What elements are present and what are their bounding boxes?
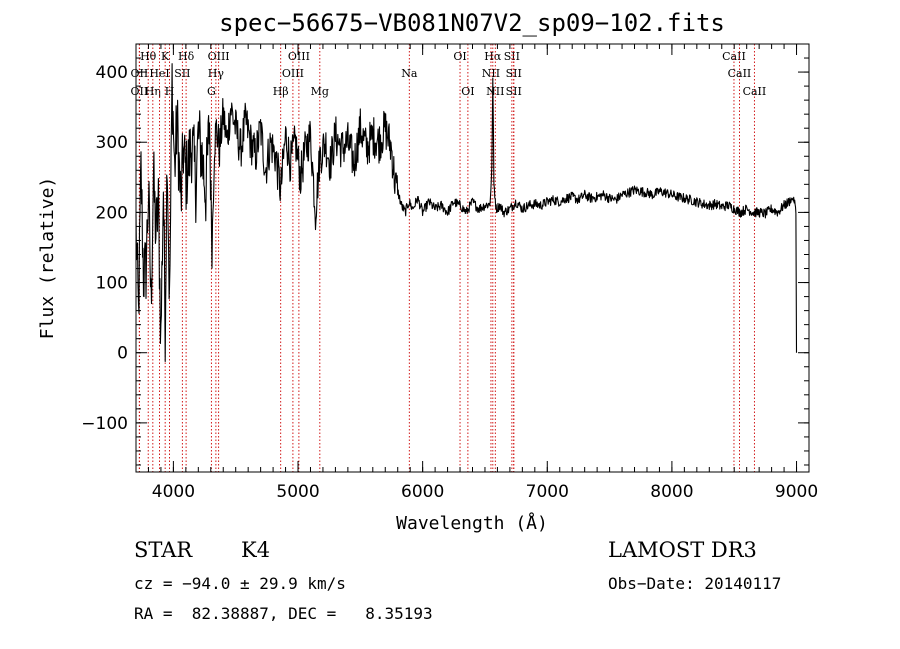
x-axis-label: Wavelength (Å)	[396, 512, 548, 534]
spectral-line-label: OI	[461, 85, 474, 98]
spectral-line-label: CaII	[722, 50, 746, 63]
spectrum-layer	[135, 63, 798, 363]
observation-date: Obs−Date: 20140117	[608, 574, 782, 593]
spectral-line-label: Mg	[311, 85, 329, 98]
axes-layer: 4000 5000 6000 7000 8000 9000 −100 0 100 200 300 40…	[81, 43, 818, 502]
coordinates: RA = 82.38887, DEC = 8.35193	[134, 604, 433, 623]
spectral-line-label: OIII	[282, 67, 304, 80]
y-tick-label: 400	[96, 63, 128, 83]
x-tick-label: 7000	[526, 482, 569, 502]
chart-title: spec−56675−VB081N07V2_sp09−102.fits	[219, 9, 725, 37]
spectral-line-label: OIII	[288, 50, 310, 63]
spectral-line-label: SII	[504, 50, 520, 63]
spectral-line-label: Hθ	[140, 50, 157, 63]
spectral-line-label: Hγ	[208, 67, 225, 80]
y-tick-label: −100	[81, 414, 128, 434]
plot-frame	[135, 43, 810, 473]
spectral-line-label: OI	[453, 50, 466, 63]
spectral-line-label: CaII	[728, 67, 752, 80]
x-tick-label: 5000	[276, 482, 319, 502]
redshift-cz: cz = −94.0 ± 29.9 km/s	[134, 574, 346, 593]
y-tick-label: 100	[96, 274, 128, 294]
spectral-line-label: OIII	[208, 50, 230, 63]
spectral-line-label: SII	[506, 85, 522, 98]
spectral-line-label: Hβ	[273, 85, 289, 98]
spectral-line-label: NII	[482, 67, 500, 80]
object-type: STAR	[134, 538, 193, 562]
spectral-line-label: Hα	[484, 50, 502, 63]
x-tick-label: 4000	[152, 482, 195, 502]
y-tick-label: 200	[96, 203, 128, 223]
spectral-line-label: SII	[174, 67, 190, 80]
y-tick-label: 300	[96, 133, 128, 153]
survey-label: LAMOST DR3	[608, 538, 757, 562]
spectral-line-label: Na	[401, 67, 418, 80]
spectral-line-label: H	[165, 85, 175, 98]
spectral-line-label: K	[161, 50, 170, 63]
x-tick-label: 6000	[401, 482, 444, 502]
spectral-line-label: Hη	[145, 85, 161, 98]
spectral-line-label: CaII	[743, 85, 767, 98]
x-tick-label: 8000	[650, 482, 693, 502]
spectral-line-label: Hδ	[178, 50, 195, 63]
spectrum-series-line	[135, 63, 798, 363]
y-axis-label: Flux (relative)	[37, 177, 58, 340]
spectral-line-label: G	[207, 85, 216, 98]
spectral-line-label: HeI	[149, 67, 169, 80]
x-tick-label: 9000	[775, 482, 818, 502]
spectral-line-label: OII	[131, 85, 149, 98]
spectral-line-label: NII	[486, 85, 504, 98]
y-tick-label: 0	[117, 344, 128, 364]
object-subclass: K4	[241, 538, 271, 562]
